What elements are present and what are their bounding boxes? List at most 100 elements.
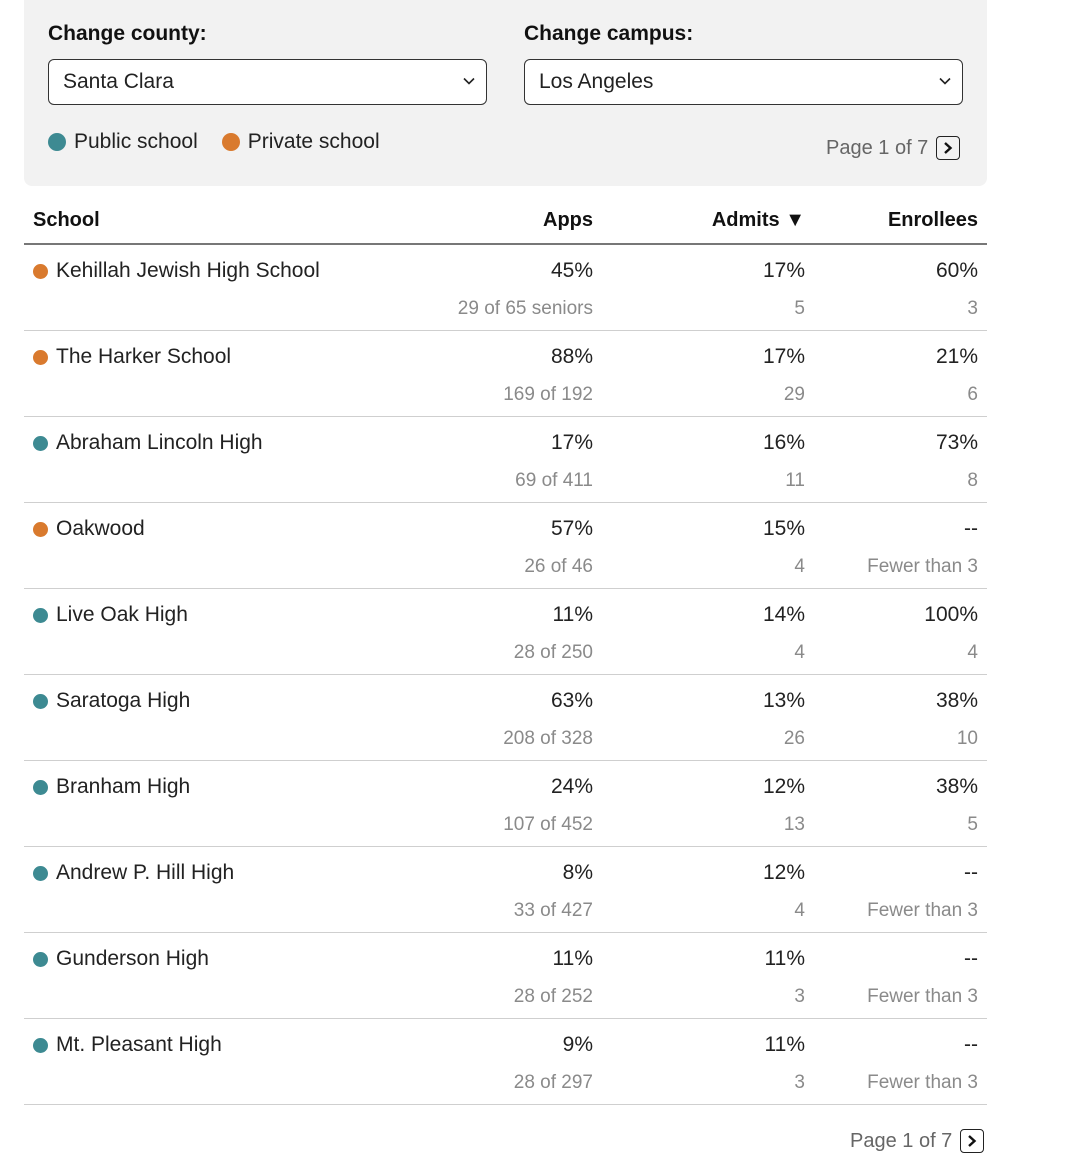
public-dot-icon [33,1037,48,1053]
enrollees-count: 10 [956,728,978,749]
school-name: Oakwood [33,517,145,541]
next-page-button[interactable] [936,136,961,160]
header-admits[interactable]: Admits ▼ [711,209,805,231]
county-label: Change county: [48,22,207,45]
admits-percent: 11% [764,947,805,970]
apps-count: 26 of 46 [524,556,593,577]
table-row: Mt. Pleasant High 9% 28 of 297 11% 3 -- Fewer … [24,1019,987,1105]
enrollees-percent: 38% [935,689,978,712]
admits-count: 26 [783,728,805,749]
enrollees-count: Fewer than 3 [867,900,978,921]
public-dot-icon [33,951,48,967]
enrollees-percent: 21% [935,345,978,368]
school-name: Kehillah Jewish High School [33,259,320,283]
chevron-down-icon [939,77,951,85]
school-name-label: Live Oak High [56,603,188,626]
legend-private-label: Private school [247,130,380,153]
table-row: Andrew P. Hill High 8% 33 of 427 12% 4 -- Fewe… [24,847,987,933]
apps-percent: 57% [550,517,593,540]
apps-percent: 88% [550,345,593,368]
admits-count: 4 [794,556,805,577]
admits-count: 3 [794,1072,805,1093]
table-row: Branham High 24% 107 of 452 12% 13 38% 5 [24,761,987,847]
table-row: Saratoga High 63% 208 of 328 13% 26 38% 10 [24,675,987,761]
table-row: The Harker School 88% 169 of 192 17% 29 21% 6 [24,331,987,417]
pager-text: Page 1 of 7 [826,136,929,159]
apps-percent: 45% [550,259,593,282]
apps-count: 69 of 411 [515,470,593,491]
table-body: Kehillah Jewish High School 45% 29 of 65 s… [24,245,987,1105]
public-dot-icon [48,133,66,151]
school-name: Branham High [33,775,190,799]
enrollees-percent: -- [964,861,978,884]
school-name: Gunderson High [33,947,209,971]
school-name-label: Oakwood [56,517,145,540]
private-dot-icon [221,133,240,151]
school-name: Live Oak High [33,603,188,627]
enrollees-percent: 100% [924,603,978,626]
admits-percent: 17% [762,259,805,282]
enrollees-count: Fewer than 3 [867,986,978,1007]
enrollees-percent: -- [964,1033,978,1056]
admits-percent: 11% [764,1033,805,1056]
schools-table: School Apps Admits ▼ Enrollees Kehillah … [24,196,987,1105]
school-name: Saratoga High [33,689,190,713]
apps-count: 29 of 65 seniors [457,298,593,319]
legend-public: Public school [48,130,198,154]
admits-percent: 16% [762,431,805,454]
header-enrollees[interactable]: Enrollees [887,209,978,231]
pager-top: Page 1 of 7 [826,136,961,160]
admits-count: 4 [794,900,805,921]
admits-count: 4 [794,642,805,663]
public-dot-icon [33,779,48,795]
public-dot-icon [33,435,48,451]
school-name-label: Abraham Lincoln High [56,431,263,454]
enrollees-percent: 73% [935,431,978,454]
school-name: Mt. Pleasant High [33,1033,222,1057]
admits-percent: 17% [762,345,805,368]
apps-percent: 24% [550,775,593,798]
chevron-down-icon [463,77,475,85]
school-name-label: Kehillah Jewish High School [56,259,320,282]
admits-percent: 15% [762,517,805,540]
enrollees-percent: 60% [935,259,978,282]
enrollees-percent: -- [964,947,978,970]
admits-percent: 12% [762,775,805,798]
legend-private: Private school [221,130,380,154]
apps-count: 28 of 250 [513,642,593,663]
enrollees-percent: -- [964,517,978,540]
campus-select-value: Los Angeles [539,70,654,93]
county-select[interactable]: Santa Clara [48,59,487,105]
apps-percent: 11% [552,603,593,626]
enrollees-count: 8 [967,470,978,491]
apps-count: 28 of 297 [513,1072,593,1093]
admits-count: 29 [783,384,805,405]
apps-percent: 17% [550,431,593,454]
public-dot-icon [33,865,48,881]
apps-percent: 63% [550,689,593,712]
header-apps[interactable]: Apps [543,209,593,231]
apps-count: 33 of 427 [513,900,593,921]
apps-count: 107 of 452 [503,814,593,835]
next-page-button[interactable] [960,1129,985,1153]
enrollees-percent: 38% [935,775,978,798]
admits-count: 11 [785,470,805,491]
school-name-label: Branham High [56,775,191,798]
school-name-label: Saratoga High [56,689,191,712]
admits-count: 3 [794,986,805,1007]
apps-count: 208 of 328 [503,728,593,749]
apps-count: 169 of 192 [503,384,593,405]
header-school[interactable]: School [33,209,100,231]
campus-select[interactable]: Los Angeles [524,59,963,105]
enrollees-count: 3 [967,298,978,319]
enrollees-count: Fewer than 3 [867,556,978,577]
table-header: School Apps Admits ▼ Enrollees [24,196,987,245]
admits-count: 13 [783,814,805,835]
legend-public-label: Public school [74,130,198,153]
admits-count: 5 [794,298,805,319]
apps-count: 28 of 252 [513,986,593,1007]
private-dot-icon [33,263,48,279]
admits-percent: 12% [762,861,805,884]
pager-bottom: Page 1 of 7 [850,1129,985,1153]
school-name: The Harker School [33,345,231,369]
